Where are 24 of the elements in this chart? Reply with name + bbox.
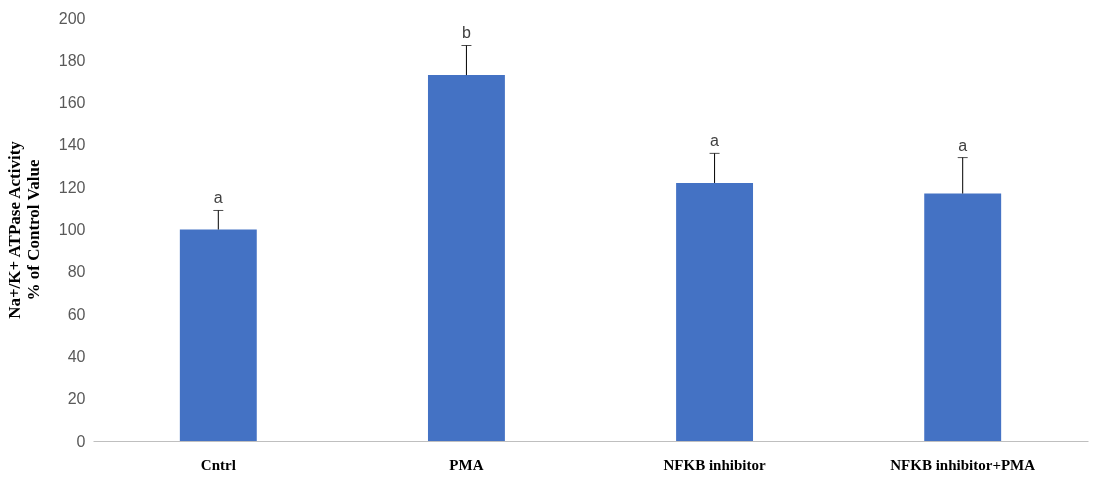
- y-tick-label: 160: [58, 94, 86, 112]
- x-tick-label: PMA: [449, 456, 484, 473]
- y-tick-label: 100: [58, 221, 86, 238]
- y-tick-label: 180: [58, 51, 86, 69]
- y-tick-label: 60: [67, 305, 86, 323]
- y-tick-label: 80: [67, 263, 86, 281]
- y-tick-label: 120: [58, 178, 86, 196]
- x-tick-label: Cntrl: [200, 456, 236, 473]
- y-axis-title: Na+/K+ ATPase Activity % of Control Value: [4, 140, 43, 319]
- annotation: a: [958, 136, 968, 154]
- annotation: a: [710, 132, 720, 150]
- x-tick-label: NFKB inhibitor: [663, 456, 766, 473]
- x-tick-label: NFKB inhibitor+PMA: [890, 456, 1036, 473]
- y-tick-label: 140: [58, 136, 86, 154]
- y-tick-label: 200: [58, 9, 86, 27]
- y-tick-label: 20: [67, 390, 86, 408]
- bar: [676, 182, 754, 441]
- bar: [179, 229, 257, 441]
- y-tick-label: 40: [67, 347, 86, 365]
- y-tick-label: 0: [76, 432, 86, 450]
- bar: [924, 193, 1002, 441]
- annotation: a: [213, 189, 223, 207]
- annotation: b: [461, 24, 471, 42]
- bar: [427, 75, 505, 441]
